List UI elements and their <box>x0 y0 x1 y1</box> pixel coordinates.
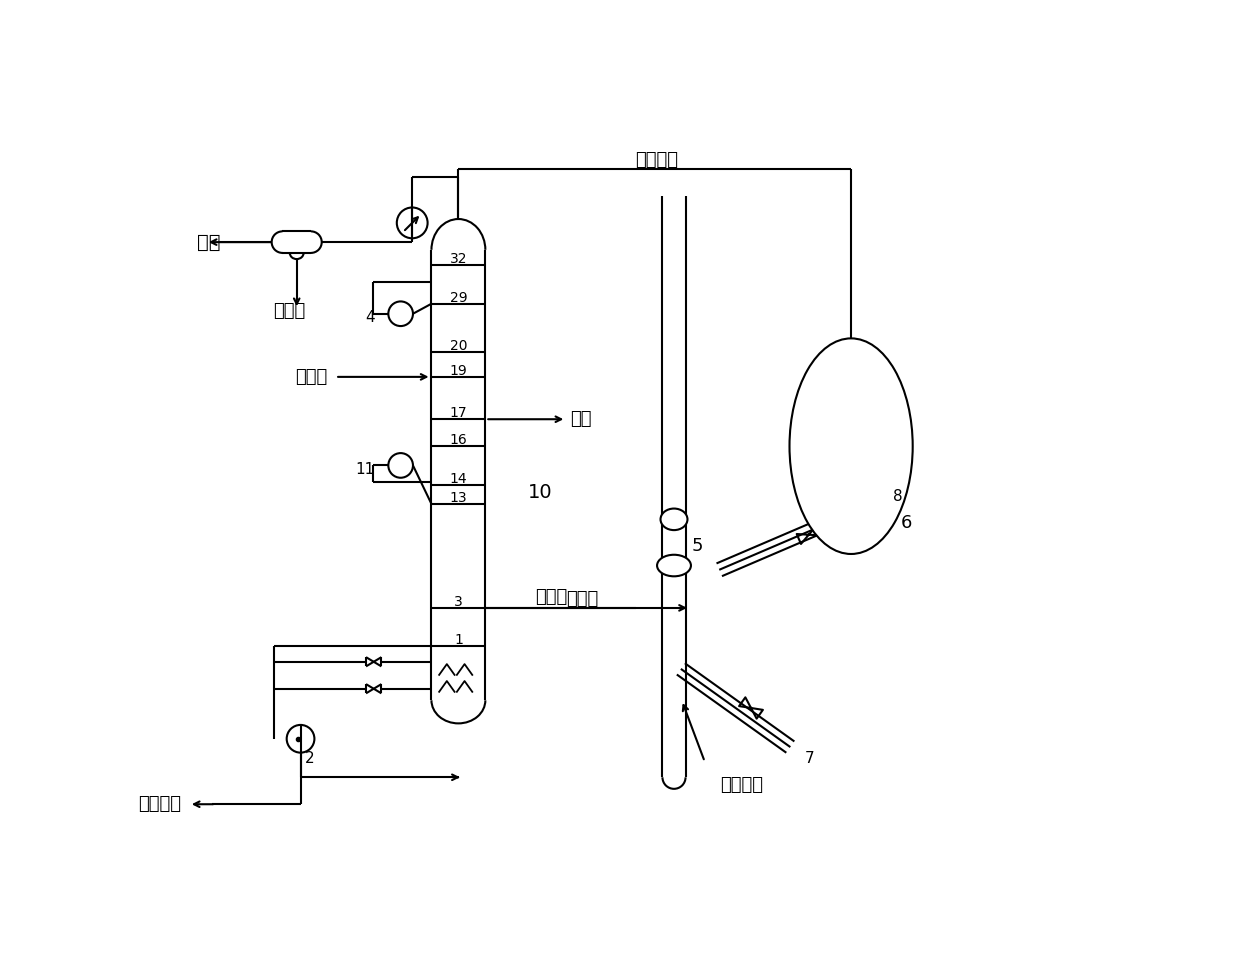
Text: 17: 17 <box>450 406 467 420</box>
Text: 19: 19 <box>450 363 467 378</box>
Text: 产品油浆: 产品油浆 <box>138 795 181 813</box>
Text: 6: 6 <box>901 514 913 532</box>
Text: 新鲜原料: 新鲜原料 <box>720 776 763 794</box>
Text: 7: 7 <box>805 751 815 765</box>
Ellipse shape <box>657 554 691 576</box>
Text: 20: 20 <box>450 339 467 353</box>
Ellipse shape <box>661 508 687 530</box>
Text: 柴油: 柴油 <box>570 410 591 429</box>
Text: 1: 1 <box>454 633 463 647</box>
Text: 8: 8 <box>894 489 903 503</box>
Text: 4: 4 <box>365 310 374 325</box>
Text: 3: 3 <box>454 595 463 609</box>
Text: 富柴油: 富柴油 <box>295 368 327 386</box>
Text: 富气: 富气 <box>197 233 221 251</box>
Ellipse shape <box>790 339 913 554</box>
Text: 29: 29 <box>450 291 467 305</box>
Text: 10: 10 <box>528 483 552 502</box>
Text: 13: 13 <box>450 491 467 504</box>
Text: 16: 16 <box>450 433 467 447</box>
Text: 粗汐油: 粗汐油 <box>274 302 306 320</box>
Text: 反应油气: 反应油气 <box>635 151 678 169</box>
Text: 11: 11 <box>355 462 374 477</box>
Text: 14: 14 <box>450 472 467 485</box>
Text: 32: 32 <box>450 252 467 266</box>
Text: 回炼油: 回炼油 <box>536 588 568 606</box>
Text: 回炼油: 回炼油 <box>567 590 599 608</box>
Text: 5: 5 <box>692 537 703 555</box>
Text: 2: 2 <box>304 751 314 765</box>
